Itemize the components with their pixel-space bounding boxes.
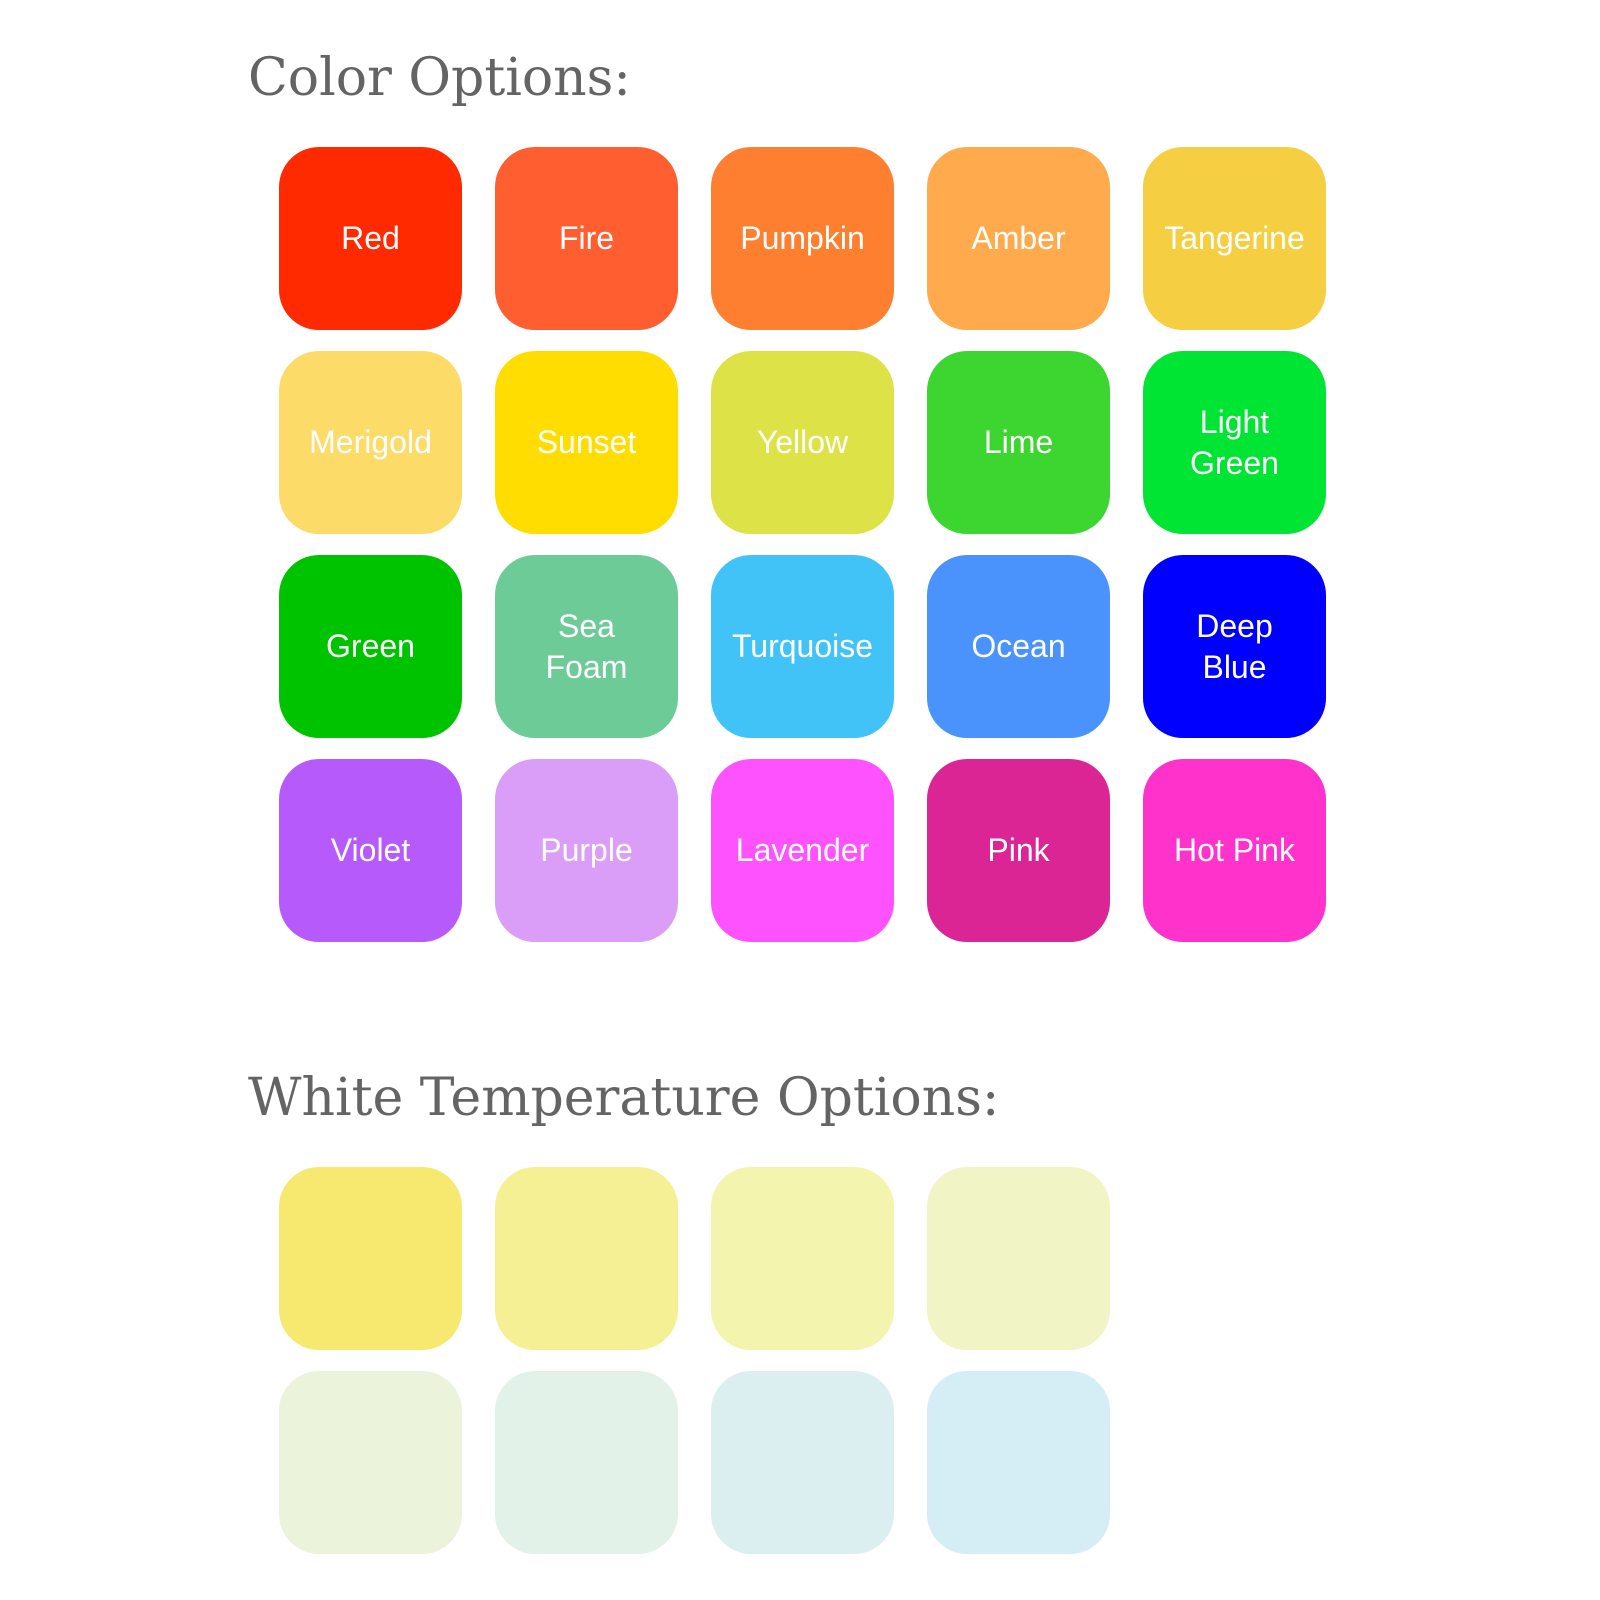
color-option-label: Lavender — [735, 832, 870, 868]
color-option-sea-foam[interactable]: Sea Foam — [495, 555, 678, 738]
white-temperature-option-4[interactable] — [927, 1167, 1110, 1350]
white-temperature-heading: White Temperature Options: — [248, 1068, 1000, 1128]
white-temperature-option-1[interactable] — [279, 1167, 462, 1350]
color-option-label: Lime — [983, 424, 1054, 460]
color-option-label: Pumpkin — [740, 220, 865, 256]
color-option-purple[interactable]: Purple — [495, 759, 678, 942]
color-option-label: Sea Foam — [545, 607, 628, 685]
color-option-label: Light Green — [1190, 403, 1279, 481]
color-option-fire[interactable]: Fire — [495, 147, 678, 330]
white-temperature-grid — [279, 1167, 1110, 1554]
color-option-violet[interactable]: Violet — [279, 759, 462, 942]
color-option-ocean[interactable]: Ocean — [927, 555, 1110, 738]
white-temperature-option-7[interactable] — [711, 1371, 894, 1554]
color-option-label: Sunset — [536, 424, 637, 460]
color-option-label: Amber — [971, 220, 1066, 256]
color-option-yellow[interactable]: Yellow — [711, 351, 894, 534]
color-option-label: Hot Pink — [1174, 832, 1295, 868]
color-option-label: Ocean — [971, 628, 1066, 664]
color-option-green[interactable]: Green — [279, 555, 462, 738]
color-option-label: Red — [341, 220, 400, 256]
color-option-label: Purple — [540, 832, 633, 868]
color-option-tangerine[interactable]: Tangerine — [1143, 147, 1326, 330]
color-option-sunset[interactable]: Sunset — [495, 351, 678, 534]
color-option-pink[interactable]: Pink — [927, 759, 1110, 942]
color-option-deep-blue[interactable]: Deep Blue — [1143, 555, 1326, 738]
color-option-merigold[interactable]: Merigold — [279, 351, 462, 534]
white-temperature-option-3[interactable] — [711, 1167, 894, 1350]
color-option-label: Deep Blue — [1196, 607, 1273, 685]
color-option-label: Fire — [558, 220, 615, 256]
color-option-hot-pink[interactable]: Hot Pink — [1143, 759, 1326, 942]
color-option-label: Yellow — [756, 424, 849, 460]
color-option-amber[interactable]: Amber — [927, 147, 1110, 330]
white-temperature-option-6[interactable] — [495, 1371, 678, 1554]
color-options-heading: Color Options: — [248, 48, 631, 108]
color-option-turquoise[interactable]: Turquoise — [711, 555, 894, 738]
color-option-label: Violet — [330, 832, 411, 868]
white-temperature-option-5[interactable] — [279, 1371, 462, 1554]
white-temperature-option-2[interactable] — [495, 1167, 678, 1350]
color-option-label: Green — [326, 628, 415, 664]
color-option-pumpkin[interactable]: Pumpkin — [711, 147, 894, 330]
color-option-light-green[interactable]: Light Green — [1143, 351, 1326, 534]
color-option-lavender[interactable]: Lavender — [711, 759, 894, 942]
color-options-grid: Red Fire Pumpkin Amber Tangerine Merigold Suns… — [279, 147, 1326, 942]
color-option-label: Turquoise — [731, 628, 874, 664]
color-option-red[interactable]: Red — [279, 147, 462, 330]
color-option-lime[interactable]: Lime — [927, 351, 1110, 534]
white-temperature-option-8[interactable] — [927, 1371, 1110, 1554]
color-option-label: Tangerine — [1164, 220, 1305, 256]
color-option-label: Pink — [987, 832, 1050, 868]
color-option-label: Merigold — [309, 424, 432, 460]
